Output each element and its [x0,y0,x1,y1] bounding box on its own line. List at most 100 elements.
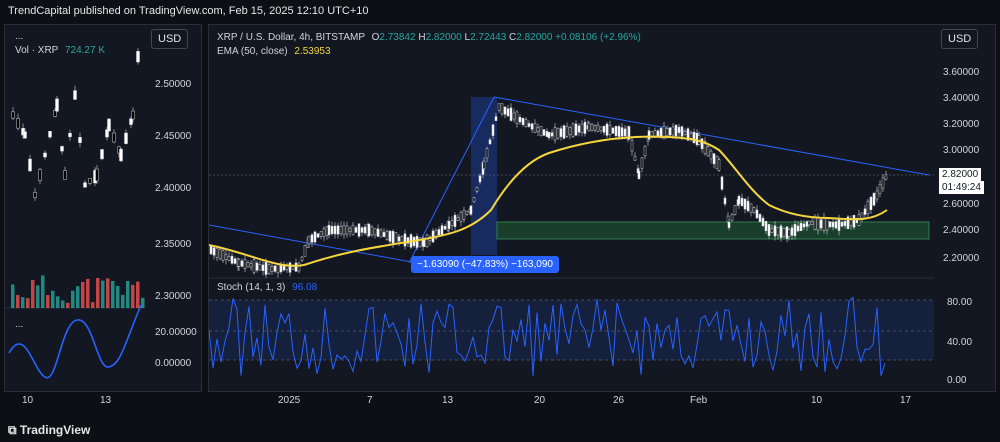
symbol-name: XRP / U.S. Dollar, 4h, BITSTAMP [217,32,365,43]
candle [683,131,687,135]
left-osc-dots[interactable]: ... [15,319,24,330]
candle [221,250,225,261]
ema-line [209,135,888,267]
brand-name: TradingView [19,423,91,437]
volume-bar [56,296,60,308]
candle [23,131,27,139]
stoch-line [209,296,886,376]
candle [671,126,675,136]
candle [348,227,352,233]
candle [852,214,856,228]
candle [443,226,447,230]
candle [659,127,663,139]
candle [758,214,762,222]
tradingview-logo[interactable]: ⧉ TradingView [8,423,91,437]
candle [119,148,123,162]
candle [755,209,759,219]
candle [472,197,476,202]
candle [255,262,259,271]
candle [83,182,87,188]
candle [38,169,42,181]
candle [620,127,624,137]
candle [303,245,307,257]
main-currency-button[interactable]: USD [941,29,979,49]
candle [478,175,482,183]
candle [95,168,99,182]
candle [382,232,386,237]
candle [875,190,879,200]
candle [415,235,419,248]
candle [53,110,57,117]
candle [465,210,469,215]
volume-bar [36,285,40,308]
left-legend-dots[interactable]: ... [15,31,24,42]
ema-legend: EMA (50, close) 2.53953 [217,46,331,57]
candle [276,263,280,274]
candle [394,232,398,244]
main-price-tick: 3.00000 [943,145,980,156]
candle [488,139,492,145]
candle [733,205,737,215]
main-chart-pane[interactable]: XRP / U.S. Dollar, 4h, BITSTAMP O2.73842… [208,24,996,392]
stoch-tick: 80.00 [947,297,973,308]
candle [73,90,77,100]
candle [746,200,750,212]
candle [779,225,783,238]
main-time-tick: 17 [900,395,912,406]
volume-bar [131,284,135,308]
change-value: +0.08106 (+2.96%) [555,32,641,43]
candle [462,210,466,220]
candle [282,265,286,271]
main-price-tick: 2.40000 [943,225,980,236]
volume-bar [41,275,45,308]
candle [327,224,331,236]
last-price-label: 2.82000 [939,168,982,181]
high-label: H [418,32,426,43]
candle [787,229,791,237]
candle [497,103,501,111]
candle [656,130,660,137]
candle [397,236,401,242]
candle [518,116,522,123]
candle [300,256,304,261]
candle [878,184,882,194]
candle [285,265,289,270]
candle [403,233,407,247]
candle [325,226,329,236]
candle [662,125,666,140]
volume-bar [66,302,70,308]
candle [810,221,814,226]
candle [863,208,867,215]
left-time-tick: 10 [22,395,34,406]
candle [68,132,72,138]
volume-value: 724.27 K [64,45,105,56]
main-price-tick: 2.60000 [943,199,980,210]
candle [310,234,314,243]
left-chart-pane[interactable]: ... Vol · XRP 724.27 K USD 2.50000 2.450… [4,24,202,392]
candle [345,225,349,235]
candle [593,125,597,131]
candle [339,226,343,234]
candle [730,214,734,221]
volume-legend: Vol · XRP 724.27 K [15,45,105,56]
volume-bar [21,297,25,308]
low-value: 2.72443 [470,32,507,43]
ema-value: 2.53953 [294,46,331,57]
left-currency-button[interactable]: USD [151,29,189,49]
candle [828,221,832,228]
lower-trendline [209,224,418,264]
candle [860,212,864,220]
candle [640,157,644,169]
candle [614,126,618,136]
candle [577,125,581,133]
footer-bar: ⧉ TradingView [0,416,1000,442]
candle [547,131,551,139]
candle [717,159,721,171]
main-time-tick: Feb [690,395,708,406]
candle [706,146,710,157]
volume-bar [11,284,15,308]
candle [243,259,247,269]
candle [316,233,320,238]
candle [527,123,531,127]
candle [568,127,572,135]
